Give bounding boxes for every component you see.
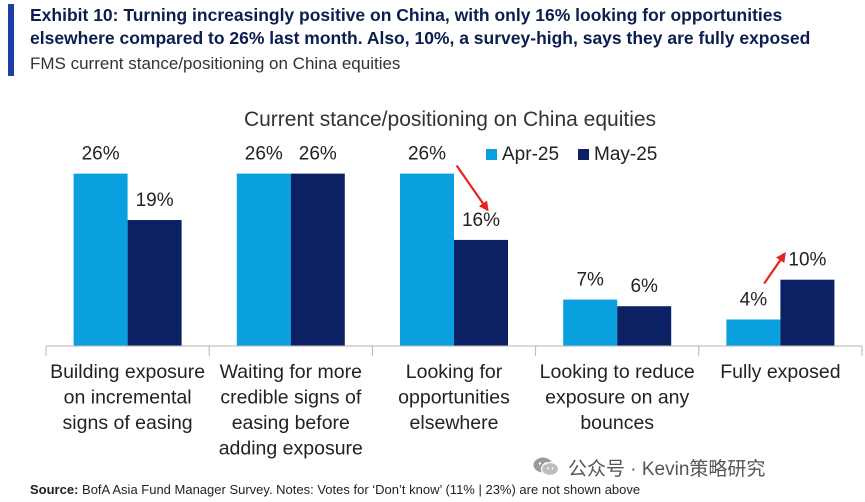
category-label-4: Fully exposed [720,361,840,383]
value-label: 19% [136,190,174,211]
chart-title: Current stance/positioning on China equi… [244,108,656,131]
bar-apr-25-1 [236,173,291,346]
x-axis [45,345,863,356]
bar-may-25-3 [617,306,672,346]
bar-may-25-0 [127,220,182,346]
category-label-line: Building exposure [50,361,205,383]
category-label-line: Looking to reduce [540,361,695,383]
source-label: Source: [30,482,79,497]
category-label-line: Fully exposed [720,361,840,383]
bars [73,173,835,346]
category-label-2: Looking for opportunities elsewhere [398,361,510,434]
bar-may-25-2 [454,239,508,346]
category-label-1: Waiting for more credible signs of easing … [219,361,363,460]
annotation-arrow-1 [763,252,786,285]
annotation-arrow-0 [455,164,489,212]
category-label-line: exposure on any [545,387,689,409]
wechat-icon [533,457,560,477]
value-label: 10% [788,250,826,271]
value-label: 6% [630,276,658,297]
bar-apr-25-3 [563,299,618,346]
accent-bar [8,4,14,76]
exhibit-title: Exhibit 10: Turning increasingly positiv… [30,5,811,48]
legend-swatch-apr-25 [486,149,497,160]
value-label: 26% [408,144,446,165]
category-label-line: bounces [580,412,654,434]
bar-apr-25-4 [726,319,781,346]
category-labels: Building exposure on incremental signs of … [50,361,840,460]
category-label-line: easing before [232,412,350,434]
legend: Apr-25 May-25 [486,144,657,165]
bar-apr-25-2 [400,173,454,346]
value-label: 26% [245,144,283,165]
watermark-text: 公众号 · Kevin策略研究 [568,458,766,480]
category-label-line: signs of easing [63,412,193,434]
category-label-line: on incremental [64,387,192,409]
value-label: 16% [462,210,500,231]
source-note: Source: BofA Asia Fund Manager Survey. N… [30,482,640,497]
category-label-line: elsewhere [410,412,499,434]
category-label-line: credible signs of [220,387,361,409]
category-label-line: Looking for [406,361,503,383]
bar-may-25-1 [290,173,345,346]
bar-chart: Current stance/positioning on China equi… [45,108,863,460]
legend-label-apr-25: Apr-25 [502,144,559,165]
value-labels: 26% 19% 26% 26% 26% 16% 7% 6% 4% 10% [82,144,827,311]
category-label-0: Building exposure on incremental signs of … [50,361,205,434]
category-label-line: opportunities [398,387,510,409]
exhibit-subtitle: FMS current stance/positioning on China … [30,54,401,73]
annotations [455,164,786,285]
category-label-line: adding exposure [219,438,363,460]
value-label: 26% [299,144,337,165]
value-label: 26% [82,144,120,165]
value-label: 4% [740,289,768,310]
bar-may-25-4 [780,279,835,346]
value-label: 7% [576,270,604,291]
category-label-3: Looking to reduce exposure on any bounces [540,361,695,434]
bar-apr-25-0 [73,173,128,346]
watermark: 公众号 · Kevin策略研究 [532,452,765,482]
legend-label-may-25: May-25 [594,144,657,165]
legend-swatch-may-25 [578,149,589,160]
category-label-line: Waiting for more [220,361,362,383]
source-text: BofA Asia Fund Manager Survey. Notes: Vo… [78,482,641,497]
